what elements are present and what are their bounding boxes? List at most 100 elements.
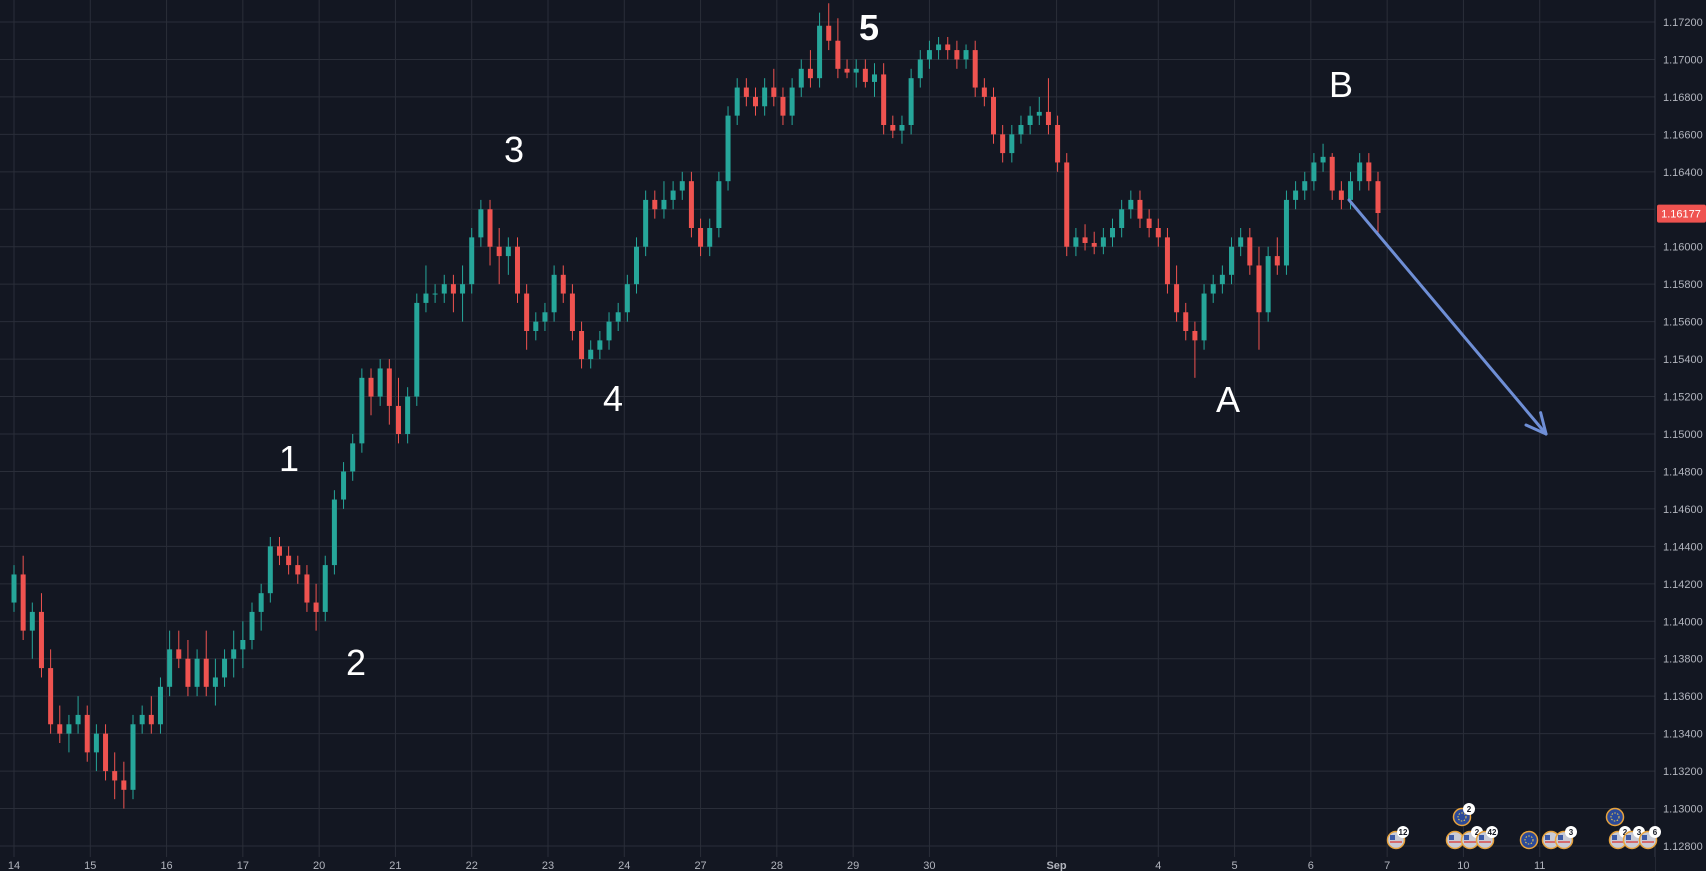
candle [524,284,530,350]
price-tick-label: 1.15200 [1663,392,1703,404]
candle [945,36,951,60]
price-tick-label: 1.16400 [1663,167,1703,179]
candle-body [460,284,466,294]
candle-body [350,443,356,472]
candle-body [890,125,896,131]
price-tick-label: 1.13800 [1663,654,1703,666]
candle [624,274,630,322]
candle [972,40,978,97]
candles [11,3,1381,809]
candle-body [93,733,99,753]
wave-label-a: A [1216,379,1240,420]
candle-body [661,199,667,210]
candle [688,171,694,238]
candle [917,50,923,88]
price-tick-label: 1.16000 [1663,242,1703,254]
candle [679,171,685,200]
candle [588,340,594,369]
time-tick-label: 17 [237,860,249,871]
price-tick-label: 1.15600 [1663,317,1703,329]
candle [487,199,493,266]
candle-body [1155,228,1161,238]
candle [780,87,786,125]
candle-body [579,331,585,360]
candle [130,714,136,800]
candle-body [1027,115,1033,125]
candle-body [1210,284,1216,294]
candle-body [423,293,429,303]
wave-label-2: 2 [346,642,366,683]
candle-body [734,87,740,116]
candle-body [75,714,81,725]
candle-body [533,321,539,331]
candle [414,293,420,406]
event-count-label: 3 [1569,828,1574,837]
candle-body [341,471,347,500]
candle [423,265,429,313]
candle [1283,190,1289,275]
candle-body [148,714,154,725]
candle [1064,153,1070,257]
candle-body [972,50,978,88]
candle-body [670,190,676,200]
candle-body [606,321,612,341]
candle-body [38,611,44,669]
candle-body [1366,162,1372,182]
candle-body [194,658,200,687]
event-count-label: 42 [1488,828,1497,837]
candle [707,218,713,257]
candle [936,36,942,60]
candle-body [414,302,420,397]
event-badge [1445,830,1465,850]
candle [231,630,237,678]
price-tick-label: 1.15400 [1663,354,1703,366]
candle [1247,228,1253,275]
candle-body [615,312,621,322]
candle [350,434,356,481]
candle [386,359,392,425]
candle [926,40,932,69]
candle [899,115,905,144]
candle [432,284,438,303]
event-badge: 42 [1475,826,1498,850]
candle-body [212,677,218,687]
candle-body [1183,312,1189,331]
candle [981,78,987,107]
candle [313,583,319,631]
candle [1183,302,1189,341]
candle [862,59,868,88]
price-axis[interactable]: 1.172001.170001.168001.166001.164001.162… [1654,0,1706,871]
candle-body [432,293,438,295]
time-axis[interactable]: 14 15 16 17 20 21 22 23 24 27 28 29 30 Sep 4 5 6 7 10 11 [0,857,1655,871]
candle [1201,284,1207,350]
candle-body [1192,331,1198,341]
candle [771,68,777,107]
candle-body [1009,134,1015,154]
time-tick-label: 16 [160,860,172,871]
candle [597,331,603,360]
candle-body [258,593,264,612]
candle [176,630,182,669]
candle-body [716,181,722,228]
candle-body [872,74,878,82]
candle [249,602,255,650]
candle [542,302,548,331]
event-count-bubble [1463,803,1475,815]
candle [331,490,337,575]
candle-body [103,733,109,772]
candle [807,50,813,88]
candle-body [643,199,649,247]
candle [1338,181,1344,210]
candle-body [1302,181,1308,191]
flag-canton [1612,835,1617,840]
candle-body [762,87,768,107]
candle [514,237,520,303]
candle-body [1110,228,1116,238]
candle-body [331,499,337,566]
price-tick-label: 1.16600 [1663,129,1703,141]
candle [377,359,383,406]
candle-body [359,377,365,444]
candle-body [588,349,594,360]
